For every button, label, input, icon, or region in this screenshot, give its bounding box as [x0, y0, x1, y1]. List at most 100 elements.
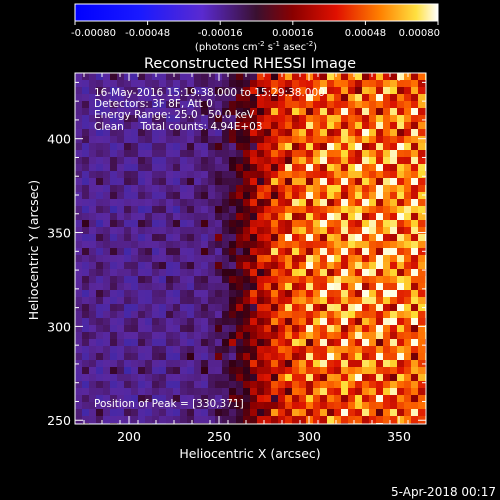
- heatmap-cell: [411, 220, 419, 228]
- heatmap-cell: [383, 241, 391, 249]
- heatmap-cell: [201, 192, 209, 200]
- heatmap-cell: [341, 395, 349, 403]
- heatmap-cell: [355, 234, 363, 242]
- heatmap-cell: [124, 136, 132, 144]
- heatmap-cell: [194, 360, 202, 368]
- heatmap-cell: [131, 402, 139, 410]
- heatmap-cell: [285, 416, 293, 424]
- heatmap-cell: [243, 332, 251, 340]
- heatmap-cell: [152, 150, 160, 158]
- heatmap-cell: [236, 108, 244, 116]
- heatmap-cell: [159, 381, 167, 389]
- heatmap-cell: [327, 311, 335, 319]
- heatmap-cell: [327, 360, 335, 368]
- heatmap-cell: [348, 276, 356, 284]
- heatmap-cell: [278, 395, 286, 403]
- heatmap-cell: [103, 339, 111, 347]
- heatmap-cell: [222, 108, 230, 116]
- heatmap-cell: [96, 164, 104, 172]
- heatmap-cell: [180, 164, 188, 172]
- heatmap-cell: [215, 122, 223, 130]
- heatmap-cell: [376, 290, 384, 298]
- heatmap-cell: [299, 353, 307, 361]
- heatmap-cell: [271, 185, 279, 193]
- heatmap-cell: [376, 241, 384, 249]
- y-tick-label: 400: [47, 132, 71, 147]
- heatmap-cell: [313, 339, 321, 347]
- heatmap-cell: [299, 381, 307, 389]
- heatmap-cell: [257, 87, 265, 95]
- heatmap-cell: [292, 304, 300, 312]
- heatmap-cell: [278, 262, 286, 270]
- heatmap-cell: [299, 199, 307, 207]
- heatmap-cell: [215, 185, 223, 193]
- heatmap-cell: [404, 164, 412, 172]
- heatmap-cell: [264, 150, 272, 158]
- heatmap-cell: [355, 248, 363, 256]
- heatmap-cell: [201, 234, 209, 242]
- heatmap-cell: [159, 234, 167, 242]
- heatmap-cell: [82, 388, 90, 396]
- heatmap-cell: [152, 388, 160, 396]
- heatmap-cell: [173, 297, 181, 305]
- heatmap-cell: [103, 192, 111, 200]
- heatmap-cell: [397, 143, 405, 151]
- heatmap-cell: [355, 269, 363, 277]
- heatmap-cell: [215, 101, 223, 109]
- heatmap-cell: [117, 283, 125, 291]
- heatmap-cell: [334, 178, 342, 186]
- heatmap-cell: [397, 339, 405, 347]
- heatmap-cell: [187, 416, 195, 424]
- heatmap-cell: [145, 227, 153, 235]
- heatmap-cell: [180, 318, 188, 326]
- heatmap-cell: [110, 283, 118, 291]
- heatmap-cell: [145, 269, 153, 277]
- heatmap-cell: [411, 115, 419, 123]
- heatmap-cell: [376, 199, 384, 207]
- heatmap-cell: [131, 409, 139, 417]
- heatmap-cell: [75, 269, 83, 277]
- heatmap-cell: [124, 241, 132, 249]
- heatmap-cell: [201, 360, 209, 368]
- heatmap-cell: [180, 325, 188, 333]
- heatmap-cell: [397, 157, 405, 165]
- heatmap-cell: [348, 360, 356, 368]
- heatmap-cell: [145, 346, 153, 354]
- heatmap-cell: [166, 80, 174, 88]
- heatmap-cell: [404, 381, 412, 389]
- heatmap-cell: [306, 199, 314, 207]
- heatmap-cell: [117, 213, 125, 221]
- x-axis-label: Heliocentric X (arcsec): [179, 446, 320, 461]
- heatmap-cell: [187, 276, 195, 284]
- heatmap-cell: [278, 206, 286, 214]
- heatmap-cell: [390, 353, 398, 361]
- heatmap-cell: [75, 339, 83, 347]
- heatmap-cell: [292, 262, 300, 270]
- heatmap-cell: [334, 318, 342, 326]
- heatmap-cell: [418, 115, 426, 123]
- heatmap-cell: [138, 241, 146, 249]
- heatmap-cell: [271, 381, 279, 389]
- heatmap-cell: [82, 122, 90, 130]
- heatmap-cell: [208, 192, 216, 200]
- heatmap-cell: [82, 241, 90, 249]
- heatmap-cell: [418, 192, 426, 200]
- heatmap-cell: [355, 87, 363, 95]
- heatmap-cell: [369, 122, 377, 130]
- heatmap-cell: [236, 283, 244, 291]
- heatmap-cell: [110, 360, 118, 368]
- heatmap-cell: [320, 213, 328, 221]
- heatmap-cell: [376, 227, 384, 235]
- heatmap-cell: [138, 388, 146, 396]
- heatmap-cell: [124, 73, 132, 81]
- heatmap-cell: [152, 171, 160, 179]
- heatmap-cell: [390, 164, 398, 172]
- heatmap-cell: [292, 199, 300, 207]
- heatmap-cell: [250, 136, 258, 144]
- heatmap-cell: [278, 241, 286, 249]
- heatmap-cell: [89, 178, 97, 186]
- heatmap-cell: [306, 353, 314, 361]
- heatmap-cell: [173, 367, 181, 375]
- heatmap-cell: [243, 325, 251, 333]
- heatmap-cell: [180, 409, 188, 417]
